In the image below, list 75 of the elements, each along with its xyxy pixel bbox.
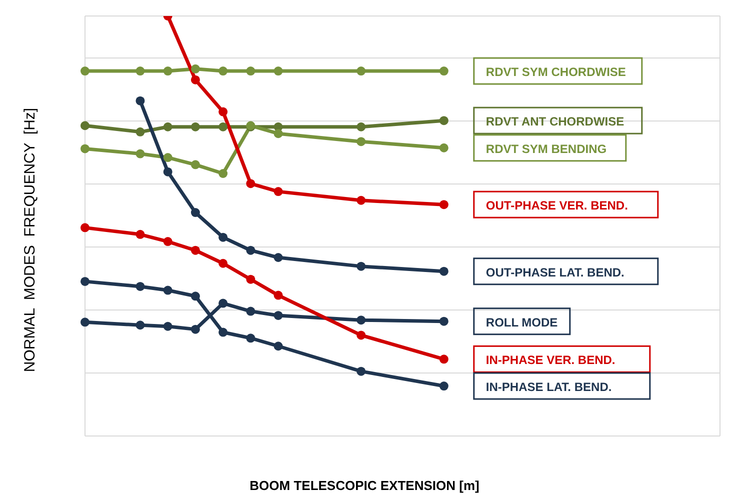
point [80, 223, 90, 232]
point [163, 322, 172, 331]
point [80, 121, 90, 130]
point [274, 129, 283, 138]
point [246, 306, 256, 316]
point [246, 246, 256, 255]
point [80, 66, 90, 76]
point [190, 64, 200, 74]
point [439, 200, 448, 210]
text: RDVT ANT CHORDWISE [486, 114, 624, 129]
point [190, 208, 200, 218]
point [356, 196, 366, 205]
point [246, 66, 256, 76]
point [356, 316, 366, 325]
point [163, 286, 172, 295]
text: IN-PHASE VER. BEND. [486, 353, 616, 368]
point [439, 116, 448, 126]
point [80, 276, 90, 286]
text: OUT-PHASE LAT. BEND. [486, 265, 624, 280]
point [136, 230, 145, 239]
point [136, 96, 145, 106]
point [356, 330, 366, 340]
point [218, 169, 228, 178]
point [190, 292, 200, 301]
point [136, 320, 145, 330]
text: OUT-PHASE VER. BEND. [486, 198, 628, 213]
point [274, 66, 283, 76]
point [190, 246, 200, 255]
point [218, 107, 228, 116]
point [163, 66, 172, 76]
point [246, 334, 256, 343]
text: ROLL MODE [486, 315, 558, 330]
point [246, 179, 256, 188]
text: RDVT SYM BENDING [486, 142, 607, 156]
point [218, 66, 228, 76]
point [218, 298, 228, 308]
point [218, 122, 228, 132]
point [218, 258, 228, 268]
point [246, 274, 256, 284]
point [190, 75, 200, 84]
point [356, 366, 366, 376]
point [439, 66, 448, 76]
point [190, 160, 200, 170]
point [218, 328, 228, 337]
text: IN-PHASE LAT. BEND. [486, 380, 612, 394]
point [136, 66, 145, 76]
point [356, 66, 366, 76]
x-axis-title: BOOM TELESCOPIC EXTENSION [m] [248, 478, 480, 493]
point [190, 122, 200, 132]
point [163, 167, 172, 176]
point [163, 122, 172, 132]
point [439, 382, 448, 391]
point [274, 342, 283, 351]
point [136, 282, 145, 291]
point [274, 310, 283, 320]
point [80, 144, 90, 154]
text: RDVT SYM CHORDWISE [486, 65, 626, 80]
point [218, 232, 228, 242]
point [163, 153, 172, 162]
point [439, 316, 448, 326]
point [356, 262, 366, 271]
point [136, 149, 145, 158]
point [163, 237, 172, 246]
point [274, 253, 283, 262]
point [439, 266, 448, 276]
point [356, 137, 366, 146]
point [190, 324, 200, 334]
point [136, 127, 145, 136]
point [274, 290, 283, 300]
point [80, 318, 90, 327]
point [439, 143, 448, 152]
point [356, 122, 366, 132]
point [274, 187, 283, 196]
point [439, 354, 448, 364]
y-axis-title: NORMAL MODES FREQUENCY [Hz] [22, 108, 38, 372]
